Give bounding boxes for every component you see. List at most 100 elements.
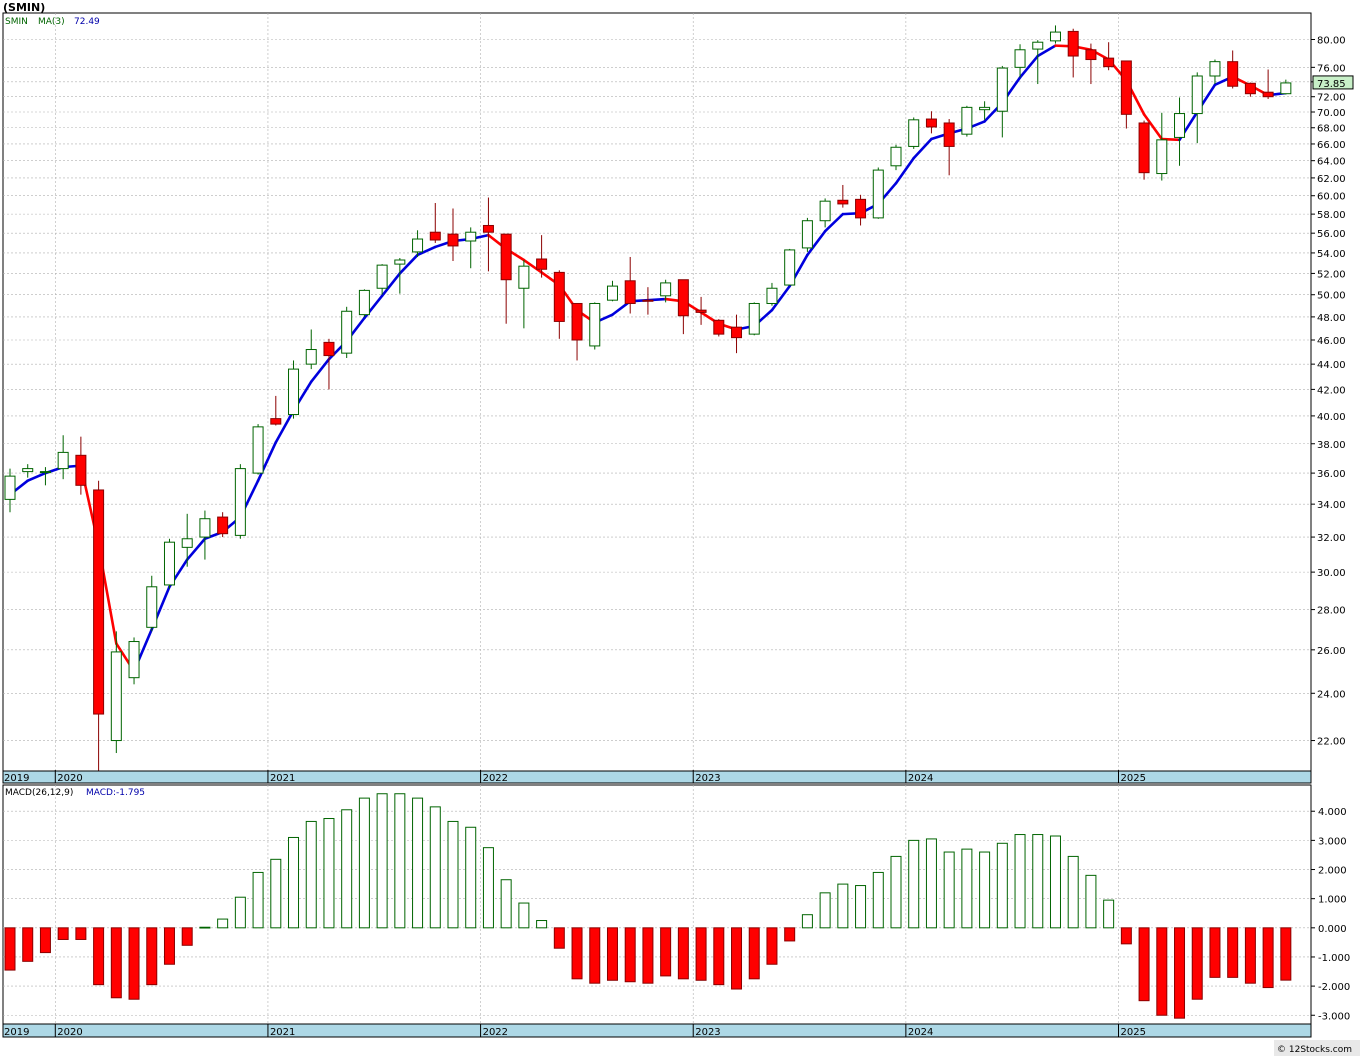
macd-label: MACD(26,12,9): [5, 788, 73, 798]
macd-bar: [606, 927, 618, 981]
macd-bar: [1049, 835, 1061, 929]
macd-bar: [234, 896, 246, 929]
price-y-tick-label: 36.00: [1317, 469, 1346, 480]
macd-bar: [677, 927, 689, 980]
macd-y-tick-label: 0.000: [1318, 924, 1347, 935]
price-y-tick-label: 22.00: [1317, 737, 1346, 748]
candle-body: [1262, 91, 1274, 98]
macd-bar: [288, 836, 300, 929]
macd-value-label: MACD:-1.795: [86, 788, 145, 798]
macd-bar: [323, 818, 335, 929]
macd-bar: [252, 871, 264, 929]
year-label: 2019: [4, 773, 29, 784]
chart-title: (SMIN): [3, 1, 45, 14]
candle-body: [731, 326, 743, 339]
year-label: 2022: [483, 773, 508, 784]
price-y-tick-label: 76.00: [1317, 63, 1346, 74]
candle-body: [748, 302, 760, 335]
candle-body: [925, 118, 937, 128]
macd-bar: [163, 927, 175, 965]
macd-bar: [1014, 834, 1026, 929]
macd-bar: [943, 851, 955, 929]
candle-body: [606, 285, 618, 301]
candle-body: [660, 282, 672, 297]
macd-bar: [660, 927, 672, 977]
macd-y-tick-label: 2.000: [1318, 866, 1347, 877]
watermark-bg: [1274, 1040, 1360, 1056]
macd-bar: [961, 848, 973, 929]
year-label: 2024: [908, 1027, 933, 1038]
macd-bar: [217, 918, 229, 929]
macd-bar: [482, 847, 494, 929]
ma-segment: [274, 409, 295, 444]
price-y-tick-label: 80.00: [1317, 35, 1346, 46]
candle-body: [961, 106, 973, 135]
macd-x-axis: 2019 2020 2021 2022 2023 2024 2025: [4, 1024, 1146, 1038]
candle-body: [447, 233, 459, 247]
candle-body: [22, 468, 34, 473]
price-y-tick-label: 32.00: [1317, 533, 1346, 544]
macd-bar: [553, 927, 565, 949]
candle-body: [589, 302, 601, 347]
candle-body: [482, 224, 494, 233]
price-y-tick-label: 42.00: [1317, 385, 1346, 396]
macd-bar: [1138, 927, 1150, 1002]
candles: [4, 25, 1292, 771]
candle-body: [890, 146, 902, 167]
ma-segment: [380, 272, 402, 298]
candle-body: [766, 287, 778, 304]
macd-bar: [1032, 834, 1044, 929]
last-price-value: 73.85: [1317, 79, 1346, 90]
candle-body: [695, 309, 707, 313]
candle-body: [1191, 75, 1203, 115]
candle-body: [358, 289, 370, 316]
ma-segment: [309, 357, 331, 383]
year-label: 2020: [57, 1027, 82, 1038]
candle-body: [341, 310, 353, 354]
price-y-tick-label: 26.00: [1317, 646, 1346, 657]
macd-bar: [500, 879, 512, 929]
macd-bar: [412, 797, 424, 929]
candle-body: [57, 451, 69, 470]
candle-body: [1174, 113, 1186, 138]
candle-body: [429, 231, 441, 241]
price-grid: [3, 13, 1311, 771]
ma-segment: [770, 284, 791, 312]
price-y-tick-label: 52.00: [1317, 269, 1346, 280]
macd-bar: [429, 806, 441, 929]
candle-body: [1280, 82, 1292, 95]
macd-bar: [358, 797, 370, 929]
price-y-tick-label: 60.00: [1317, 192, 1346, 203]
macd-bar: [1191, 927, 1203, 1000]
macd-bar: [695, 927, 707, 981]
price-y-axis: 22.00 24.00 26.00 28.00 30.00 32.00 34.00 36.00…: [1311, 35, 1346, 748]
candle-body: [1085, 49, 1097, 61]
candle-body: [128, 641, 140, 679]
price-y-tick-label: 44.00: [1317, 360, 1346, 371]
ma-segment: [416, 245, 437, 257]
macd-bar: [872, 871, 884, 929]
ma-segment: [912, 137, 933, 160]
candle-body: [642, 299, 654, 302]
macd-bar: [181, 927, 193, 946]
price-y-tick-label: 50.00: [1317, 291, 1346, 302]
candle-body: [323, 341, 335, 357]
macd-bar: [447, 820, 459, 929]
year-label: 2023: [695, 773, 720, 784]
macd-bar: [748, 927, 760, 980]
candle-body: [1067, 30, 1079, 57]
candle-body: [252, 426, 264, 474]
macd-bar: [22, 927, 34, 962]
candle-body: [93, 489, 105, 715]
year-label: 2025: [1121, 773, 1146, 784]
candle-body: [837, 199, 849, 205]
macd-y-tick-label: -2.000: [1318, 982, 1350, 993]
ticker-label: SMIN: [5, 17, 28, 27]
price-y-tick-label: 64.00: [1317, 157, 1346, 168]
macd-bars: [4, 793, 1292, 1019]
macd-bar: [146, 927, 158, 986]
candle-body: [784, 249, 796, 286]
macd-bar: [394, 793, 406, 929]
